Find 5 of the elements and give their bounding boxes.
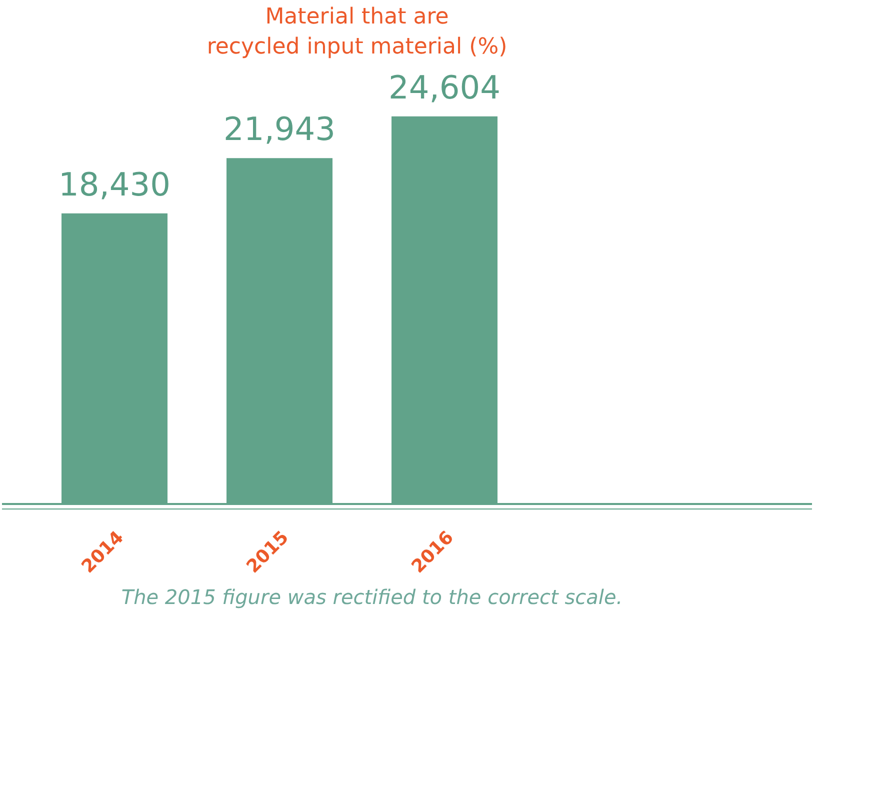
- text: The 2015 figure was rectified to the correct scale.: [121, 585, 623, 609]
- data-label: 21,943: [224, 110, 336, 148]
- data-label: 24,604: [388, 68, 500, 106]
- chart-title: Material that are recycled input material (%): [206, 4, 508, 60]
- data-label: 18,430: [58, 165, 170, 204]
